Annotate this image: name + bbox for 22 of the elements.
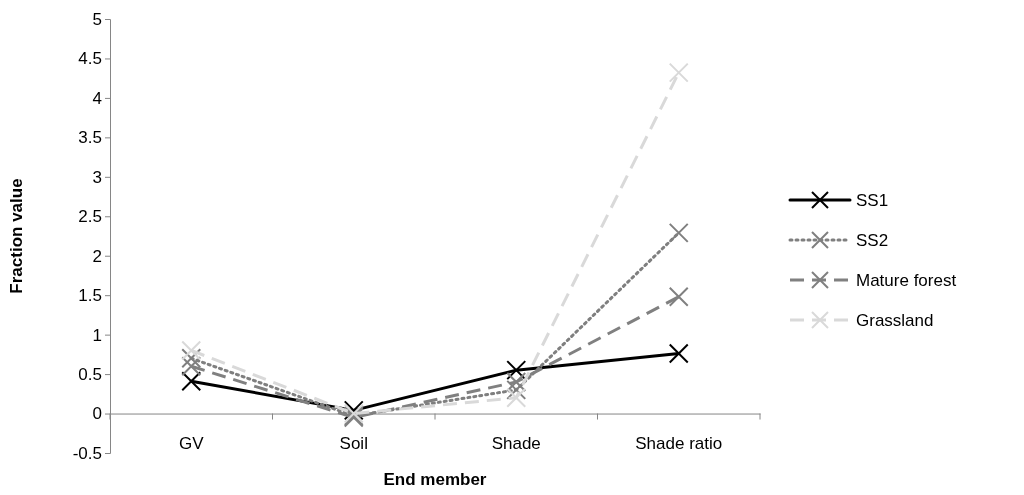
y-tick-label: 1 [92,325,102,345]
legend-label: Grassland [856,311,934,330]
y-tick-label: 2.5 [78,207,102,227]
x-tick-label: Soil [339,433,368,453]
x-axis-title: End member [383,470,487,489]
y-tick-label: 0 [92,404,102,424]
y-tick-label: -0.5 [72,443,102,463]
y-tick-label: 0.5 [78,365,102,385]
y-tick-label: 1.5 [78,286,102,306]
y-tick-label: 4.5 [78,49,102,69]
x-tick-label: GV [178,433,205,453]
y-tick-label: 3.5 [78,128,102,148]
y-tick-label: 5 [92,9,102,29]
y-tick-label: 4 [92,88,102,108]
y-tick-label: 3 [92,167,102,187]
x-tick-label: Shade ratio [635,433,723,453]
y-axis-title: Fraction value [7,178,26,294]
legend-label: Mature forest [856,271,957,290]
x-tick-label: Shade [491,433,541,453]
legend-label: SS2 [856,231,889,250]
y-tick-label: 2 [92,246,102,266]
legend-label: SS1 [856,191,889,210]
